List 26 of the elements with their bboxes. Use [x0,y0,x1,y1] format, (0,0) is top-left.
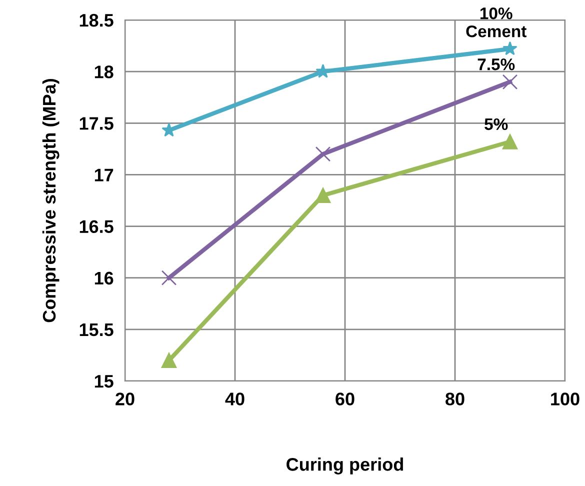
y-tick-label: 15.5 [80,324,114,336]
x-tick-label: 40 [225,392,244,406]
x-axis-title: Curing period [286,458,403,474]
x-tick-label: 20 [116,392,134,406]
point [315,146,331,162]
point [161,352,177,368]
x-tick-label: 100 [551,392,580,406]
y-tick-label: 18 [94,66,114,78]
series-label: 5% [484,118,508,130]
y-tick-label: 18.5 [80,14,114,27]
y-axis-title: Compressive strength (MPa) [42,78,60,322]
point [315,188,331,203]
point [502,134,518,150]
y-tick-label: 17 [94,168,114,182]
point [316,64,330,78]
series-label: 7.5% [478,58,515,70]
point [502,41,518,56]
y-tick-label: 15 [94,375,114,388]
y-tick-label: 16 [94,272,114,285]
x-tick-label: 60 [336,392,354,406]
y-tick-label: 16.5 [80,220,114,234]
point [161,270,177,286]
y-tick-label: 17.5 [80,117,114,130]
x-tick-label: 80 [446,392,464,406]
point [502,74,518,90]
series-label: 10% Cement [466,8,526,38]
